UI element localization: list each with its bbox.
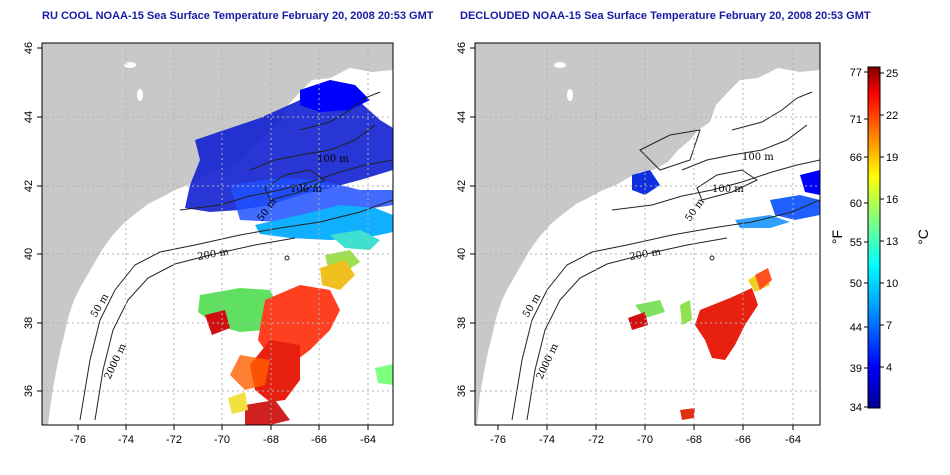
right-grid bbox=[475, 43, 820, 425]
colorbar-c-tick: 7 bbox=[886, 320, 892, 332]
left-contours bbox=[79, 91, 393, 421]
left-mid-water bbox=[198, 205, 393, 385]
right-lat-tick: 38 bbox=[456, 317, 468, 329]
colorbar-c-tick: 10 bbox=[886, 278, 898, 290]
left-grid bbox=[42, 43, 393, 425]
colorbar-f-label: °F bbox=[829, 230, 845, 244]
right-lon-tick: -64 bbox=[785, 434, 801, 446]
colorbar-c-tick: 16 bbox=[886, 194, 898, 206]
right-contour-label-100a: 100 m bbox=[712, 184, 744, 195]
left-lon-tick: -74 bbox=[118, 434, 134, 446]
right-map: 100 m 100 m 50 m 200 m 50 m 2000 m bbox=[456, 42, 821, 446]
colorbar-f-tick: 71 bbox=[850, 114, 862, 126]
left-lon-tick: -70 bbox=[214, 434, 230, 446]
colorbar-f-tick: 50 bbox=[850, 278, 862, 290]
colorbar-c-tick: 13 bbox=[886, 236, 898, 248]
colorbar-c-tick: 4 bbox=[886, 362, 892, 374]
right-map-title: DECLOUDED NOAA-15 Sea Surface Temperatur… bbox=[460, 10, 871, 22]
colorbar-c-tick: 22 bbox=[886, 110, 898, 122]
left-lat-tick: 36 bbox=[23, 385, 35, 397]
colorbar: 77 71 66 60 55 50 44 39 34 25 22 19 16 1… bbox=[829, 66, 931, 414]
left-lon-tick: -76 bbox=[70, 434, 86, 446]
right-lon-tick: -72 bbox=[588, 434, 604, 446]
left-map-border bbox=[41, 42, 394, 426]
right-lon-tick: -76 bbox=[490, 434, 506, 446]
colorbar-c-tick: 25 bbox=[886, 68, 898, 80]
colorbar-gradient bbox=[867, 66, 881, 409]
left-lon-tick: -68 bbox=[263, 434, 279, 446]
right-map-border bbox=[474, 42, 821, 426]
left-lat-tick: 42 bbox=[23, 180, 35, 192]
colorbar-f-tick: 60 bbox=[850, 198, 862, 210]
left-map: 100 m 100 m 50 m 200 m 50 m 2000 m bbox=[23, 42, 394, 446]
right-lat-tick: 40 bbox=[456, 248, 468, 260]
colorbar-f-tick: 77 bbox=[850, 67, 862, 79]
colorbar-f-tick: 39 bbox=[850, 363, 862, 375]
left-lat-tick: 44 bbox=[23, 111, 35, 123]
left-lat-tick: 38 bbox=[23, 317, 35, 329]
colorbar-f-tick: 66 bbox=[850, 152, 862, 164]
left-lat-tick: 46 bbox=[23, 42, 35, 54]
right-lat-tick: 42 bbox=[456, 180, 468, 192]
left-map-title: RU COOL NOAA-15 Sea Surface Temperature … bbox=[42, 10, 434, 22]
colorbar-f-tick: 44 bbox=[850, 322, 862, 334]
right-lon-tick: -66 bbox=[735, 434, 751, 446]
right-cold-water bbox=[632, 170, 820, 228]
right-lon-tick: -74 bbox=[539, 434, 555, 446]
left-land-mass bbox=[42, 43, 393, 425]
left-contour-label-100a: 100 m bbox=[290, 184, 322, 195]
right-contour-label-100b: 100 m bbox=[742, 152, 774, 163]
left-lon-tick: -72 bbox=[166, 434, 182, 446]
right-lon-tick: -70 bbox=[637, 434, 653, 446]
left-lon-tick: -64 bbox=[360, 434, 376, 446]
left-lon-tick: -66 bbox=[311, 434, 327, 446]
colorbar-f-tick: 55 bbox=[850, 237, 862, 249]
colorbar-c-label: °C bbox=[915, 229, 931, 245]
right-lon-tick: -68 bbox=[686, 434, 702, 446]
left-lat-tick: 40 bbox=[23, 248, 35, 260]
right-warm-water bbox=[628, 268, 772, 420]
colorbar-c-tick: 19 bbox=[886, 152, 898, 164]
left-contour-label-100b: 100 m bbox=[317, 154, 349, 165]
colorbar-f-tick: 34 bbox=[850, 402, 862, 414]
right-lat-tick: 44 bbox=[456, 111, 468, 123]
right-land-mass bbox=[475, 43, 820, 425]
right-lat-tick: 36 bbox=[456, 385, 468, 397]
right-lat-tick: 46 bbox=[456, 42, 468, 54]
